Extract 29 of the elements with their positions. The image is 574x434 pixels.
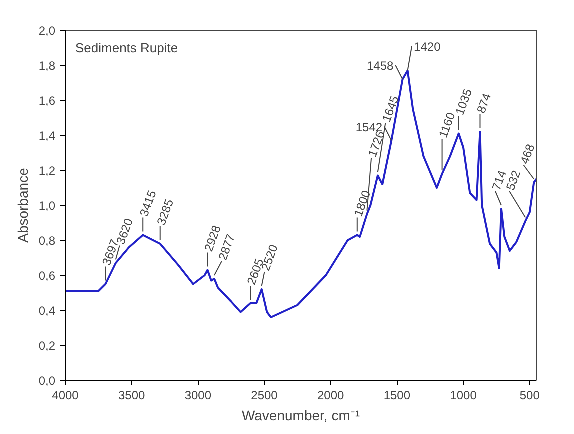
x-tick-label: 3000 [184,388,212,402]
y-tick-label: 0,2 [38,339,56,353]
y-tick-label: 1,2 [38,164,56,178]
y-tick-label: 1,6 [38,94,56,108]
y-tick-label: 0,6 [38,269,56,283]
y-tick-label: 0,4 [38,304,56,318]
x-tick-label: 2000 [318,388,345,402]
text: Sediments Rupite [76,40,178,56]
x-tick-label: 3500 [118,388,146,402]
annotation: 468 [518,142,538,166]
y-tick-label: 1,4 [38,129,56,143]
y-axis-title: Absorbance [14,168,31,243]
x-tick-label: 500 [520,388,540,402]
x-tick-label: 2500 [251,388,278,402]
annotation: 1420 [414,40,442,54]
x-tick-label: 1000 [450,388,478,402]
x-axis-title: Wavenumber, cm⁻¹ [242,408,360,424]
annotation: 1800 [351,188,374,219]
y-tick-label: 2,0 [38,24,56,38]
annotation: 1645 [380,94,402,124]
line-series [66,70,536,318]
y-tick-label: 1,0 [38,199,56,213]
y-tick-label: 0,8 [38,234,56,248]
y-tick-label: 1,8 [38,59,56,73]
x-tick-label: 4000 [52,388,80,402]
y-tick-label: 0,0 [38,374,56,388]
annotation: 1458 [367,59,394,73]
annotation: 874 [474,91,494,116]
x-tick-label: 1500 [384,388,411,402]
